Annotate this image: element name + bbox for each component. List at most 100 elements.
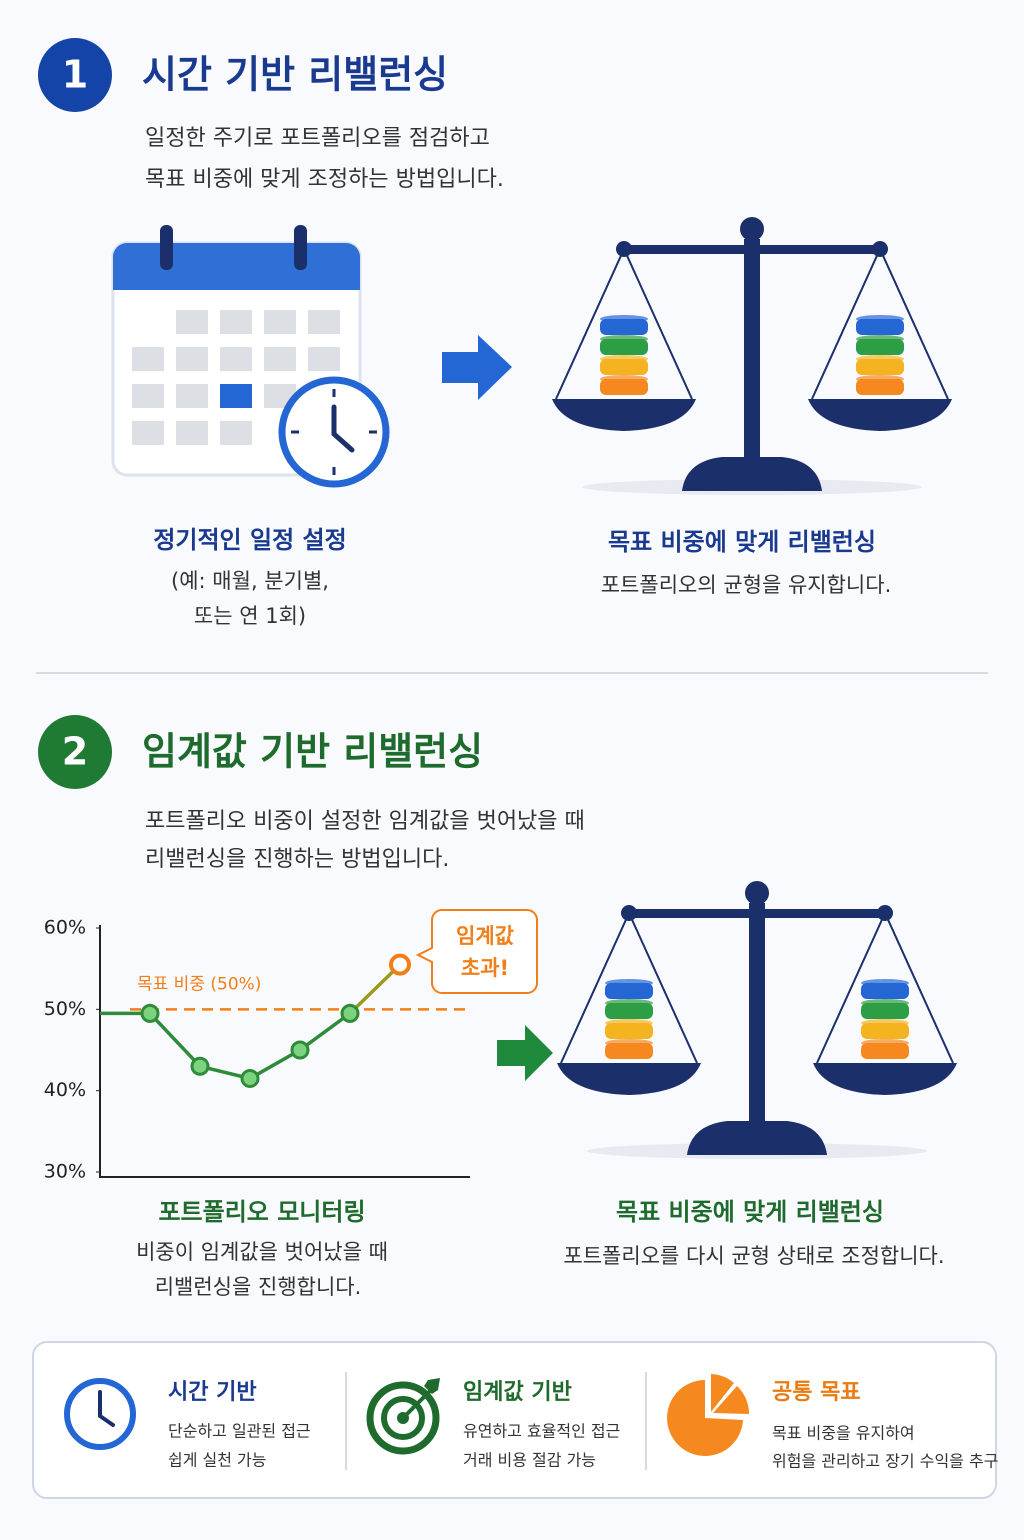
- y-tick-label: 60%: [44, 917, 86, 939]
- description: 포트폴리오 비중이 설정한 임계값을 벗어났을 때: [145, 809, 585, 834]
- coin-top: [861, 979, 909, 987]
- base: [687, 1121, 827, 1155]
- badge: [38, 38, 112, 112]
- base: [682, 457, 822, 491]
- coin-top: [600, 355, 648, 363]
- description: 일정한 주기로 포트폴리오를 점검하고: [145, 126, 490, 151]
- callout-text: 임계값: [456, 924, 514, 948]
- badge: [38, 715, 112, 789]
- pan: [557, 1063, 701, 1095]
- coin: [605, 983, 653, 999]
- caption-text: (예: 매월, 분기별,: [171, 569, 329, 593]
- beam: [627, 909, 887, 918]
- coin: [856, 359, 904, 375]
- callout-text: 초과!: [461, 956, 509, 980]
- point: [240, 1068, 260, 1088]
- coin-top: [856, 315, 904, 323]
- pan: [813, 1063, 957, 1095]
- point: [389, 953, 411, 976]
- coin-top: [600, 335, 648, 343]
- callout: [415, 909, 538, 994]
- point: [140, 1003, 160, 1023]
- target-icon: [366, 1378, 440, 1455]
- summary-title: 공통 목표: [772, 1380, 861, 1405]
- coin: [605, 1043, 653, 1059]
- coin: [600, 319, 648, 335]
- line: [100, 1011, 352, 1081]
- coin-top: [856, 375, 904, 383]
- y-tick-label: 30%: [44, 1161, 86, 1183]
- coin-top: [861, 1019, 909, 1027]
- description: 리밸런싱을 진행하는 방법입니다.: [145, 847, 449, 872]
- pie-icon: [667, 1374, 750, 1456]
- beam: [622, 245, 882, 254]
- summary-title: 시간 기반: [168, 1380, 257, 1405]
- coin-top: [856, 335, 904, 343]
- summary-text: 거래 비용 절감 가능: [463, 1451, 596, 1470]
- arrow: [442, 335, 512, 400]
- point: [190, 1056, 210, 1076]
- caption-text: 비중이 임계값을 벗어났을 때: [136, 1240, 388, 1264]
- post: [749, 903, 765, 1128]
- section-title: 시간 기반 리밸런싱: [142, 53, 448, 97]
- badge-number: 2: [62, 730, 88, 774]
- coin: [605, 1003, 653, 1019]
- string: [555, 248, 693, 400]
- string: [811, 248, 949, 400]
- caption-text: 포트폴리오를 다시 균형 상태로 조정합니다.: [563, 1244, 944, 1268]
- y-tick-label: 40%: [44, 1079, 86, 1101]
- summary-text: 단순하고 일관된 접근: [168, 1422, 311, 1441]
- caption-text: 또는 연 1회): [194, 604, 306, 628]
- clock-icon: [64, 1378, 136, 1450]
- coin: [861, 1003, 909, 1019]
- coin-top: [600, 375, 648, 383]
- coin: [600, 339, 648, 355]
- knob: [740, 217, 764, 241]
- caption-title: 목표 비중에 맞게 리밸런싱: [616, 1198, 884, 1226]
- coin: [856, 379, 904, 395]
- summary-text: 유연하고 효율적인 접근: [463, 1422, 620, 1441]
- caption-text: 리밸런싱을 진행합니다.: [155, 1275, 362, 1299]
- section-title: 임계값 기반 리밸런싱: [142, 730, 483, 774]
- pan: [552, 399, 696, 431]
- coin: [856, 319, 904, 335]
- coin: [856, 339, 904, 355]
- coin: [605, 1023, 653, 1039]
- coin-top: [861, 999, 909, 1007]
- arrow: [497, 1025, 553, 1081]
- coin-top: [600, 315, 648, 323]
- caption-title: 목표 비중에 맞게 리밸런싱: [608, 528, 876, 556]
- coin-top: [605, 1039, 653, 1047]
- point: [290, 1040, 310, 1060]
- coin-top: [861, 1039, 909, 1047]
- line-exceed: [348, 963, 402, 1015]
- coin: [600, 379, 648, 395]
- coin-top: [605, 999, 653, 1007]
- knob: [745, 881, 769, 905]
- balance-scale: [552, 217, 952, 495]
- pan: [808, 399, 952, 431]
- caption-title: 포트폴리오 모니터링: [158, 1198, 365, 1226]
- coin: [861, 1023, 909, 1039]
- coin-top: [605, 979, 653, 987]
- coin-top: [856, 355, 904, 363]
- string: [816, 912, 954, 1064]
- summary-text: 쉽게 실천 가능: [168, 1451, 267, 1470]
- coin: [600, 359, 648, 375]
- calendar-icon: [111, 225, 390, 488]
- coin-top: [605, 1019, 653, 1027]
- coin: [861, 1043, 909, 1059]
- summary-text: 위험을 관리하고 장기 수익을 추구: [772, 1452, 998, 1471]
- coin: [861, 983, 909, 999]
- badge-number: 1: [62, 53, 88, 97]
- post: [744, 239, 760, 464]
- point: [340, 1003, 360, 1023]
- caption-text: 포트폴리오의 균형을 유지합니다.: [601, 573, 892, 597]
- threshold-label: 목표 비중 (50%): [137, 974, 261, 994]
- summary-box: [32, 1341, 997, 1499]
- y-tick-label: 50%: [44, 998, 86, 1020]
- summary-title: 임계값 기반: [463, 1380, 572, 1405]
